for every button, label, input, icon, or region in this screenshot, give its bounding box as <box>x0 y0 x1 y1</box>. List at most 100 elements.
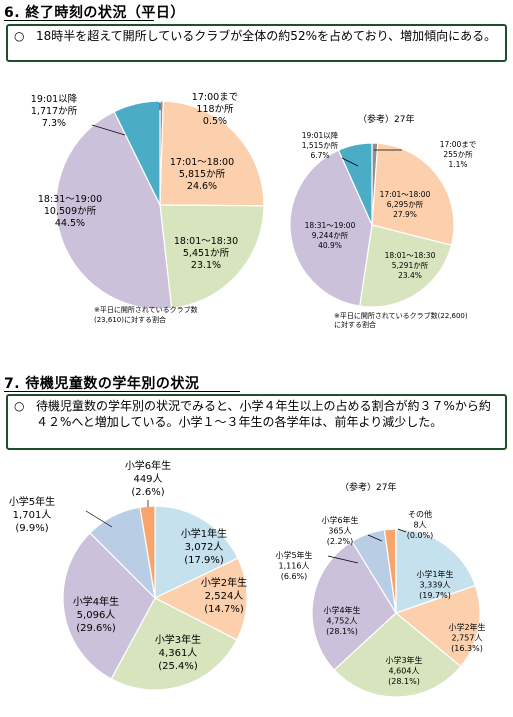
title-underline <box>4 391 240 392</box>
slice-label: 小学6年生 365人(2.2%) <box>321 515 358 546</box>
slice-label-line: 小学2年生 <box>201 576 247 589</box>
chart-2-note-line2: に対する割合 <box>334 321 376 329</box>
slice-label: 小学4年生 5,096人 (29.6%) <box>73 595 119 634</box>
section-7-title: 7. 待機児童数の学年別の状況 <box>4 373 240 393</box>
slice-label-line: 23.4% <box>398 271 422 280</box>
slice-label-line: 小学2年生 <box>448 622 485 632</box>
slice-label: 小学3年生 4,604人(28.1%) <box>385 655 422 686</box>
leader-line <box>91 124 126 136</box>
slice-label-line: 1,701人 <box>13 509 52 521</box>
circle-bullet-icon: ○ <box>14 29 25 43</box>
slice-label-line: 小学5年生 <box>275 550 312 560</box>
slice-label-line: (6.6%) <box>281 572 308 581</box>
pie-slices <box>55 100 265 310</box>
slice-label-line: 17:00まで <box>440 140 477 149</box>
slice-label: 小学3年生 4,361人 (25.4%) <box>155 633 201 672</box>
slice-label-line: その他 <box>408 509 432 519</box>
pie-chart-end-time-current: 17:00まで 118か所 0.5%17:01～18:00 5,815か所 24.6%1… <box>31 92 265 310</box>
slice-label-line: 5,815か所 <box>179 169 226 180</box>
slice-label: 小学5年生 1,116人(6.6%) <box>275 550 312 581</box>
pie-slices <box>311 528 481 698</box>
slice-label-line: 1,717か所 <box>31 106 78 117</box>
slice-label-line: 4,752人 <box>327 617 358 626</box>
slice-label-line: (9.9%) <box>15 523 48 534</box>
slice-label: 小学4年生 4,752人(28.1%) <box>323 605 360 636</box>
slice-label: 19:01以降 1,515か所 6.7% <box>302 130 339 160</box>
slice-label-line: (28.1%) <box>326 627 358 636</box>
pie-slice-4 <box>55 110 173 310</box>
slice-label-line: 小学3年生 <box>155 633 201 646</box>
slice-label: 19:01以降 1,717か所 7.3% <box>31 93 78 129</box>
slice-label-line: (17.9%) <box>184 555 224 566</box>
pie-slice-2 <box>371 142 455 247</box>
slice-label: 小学1年生 3,339人(19.7%) <box>416 569 453 600</box>
slice-label-line: 小学6年生 <box>321 515 358 525</box>
slice-label: 小学1年生 3,072人 (17.9%) <box>181 527 227 566</box>
slice-label-line: 23.1% <box>191 260 221 271</box>
slice-label-line: 18:01～18:30 <box>385 251 436 260</box>
slice-label-line: 1.1% <box>448 160 467 169</box>
slice-label-line: 7.3% <box>42 118 66 129</box>
slice-label-line: 255か所 <box>443 149 473 159</box>
section-6-title: 6. 終了時刻の状況（平日） <box>4 5 185 21</box>
leader-line <box>341 157 359 167</box>
chart-2-title: （参考）27年 <box>358 115 415 125</box>
slice-label-line: 6,295か所 <box>387 199 424 209</box>
pie-slices <box>289 142 455 308</box>
slice-label-line: 5,291か所 <box>392 260 429 270</box>
leader-line <box>327 555 359 564</box>
slice-label: 17:01～18:00 6,295か所 27.9% <box>380 190 431 219</box>
pie-slice-4 <box>311 540 397 671</box>
slice-label-line: 18:01～18:30 <box>174 236 238 247</box>
pie-slice-2 <box>153 557 248 641</box>
slice-label-line: (0.0%) <box>407 531 434 540</box>
slice-label: 小学2年生 2,524人 (14.7%) <box>201 576 247 615</box>
slice-label-line: 17:01～18:00 <box>380 190 431 199</box>
pie-chart-end-time-h27: 17:00まで 255か所 1.1%17:01～18:00 6,295か所 27.9%1… <box>289 130 477 308</box>
slice-label-line: (2.6%) <box>131 487 164 498</box>
slice-label-line: (29.6%) <box>76 623 116 634</box>
slice-label-line: 小学1年生 <box>181 527 227 540</box>
slice-label-line: 小学1年生 <box>416 569 453 579</box>
slice-label-line: 9,244か所 <box>312 230 349 240</box>
slice-label-line: 6.7% <box>310 151 329 160</box>
pie-slice-5 <box>337 142 373 226</box>
pie-chart-waiting-children-h27: 小学1年生 3,339人(19.7%) 小学2年生 2,757人(16.3%) 小学3年… <box>275 509 486 698</box>
pie-slice-6 <box>139 505 156 599</box>
slice-label-line: 19:01以降 <box>31 93 78 105</box>
pie-slice-4 <box>62 532 156 680</box>
section-7-callout: ○ 待機児童数の学年別の状況でみると、小学４年生以上の占める割合が約３７%から約… <box>6 394 507 450</box>
section-6-callout: ○ 18時半を超えて開所しているクラブが全体の約52%を占めており、増加傾向にあ… <box>6 24 507 62</box>
slice-label-line: 8人 <box>413 521 426 530</box>
slice-label: 小学6年生 449人 (2.6%) <box>125 459 171 498</box>
pie-slice-2 <box>159 100 265 207</box>
slice-label: その他 8人(0.0%) <box>407 509 434 540</box>
slice-label-line: 17:00まで <box>192 92 238 103</box>
pie-slice-4 <box>289 149 373 307</box>
callout-text: 待機児童数の学年別の状況でみると、小学４年生以上の占める割合が約３７%から約４２… <box>36 399 491 429</box>
slice-label-line: 44.5% <box>55 218 85 229</box>
chart-note-line2: (23,610)に対する割合 <box>94 316 166 324</box>
pie-slices <box>62 505 248 691</box>
slice-label-line: 3,072人 <box>185 541 224 553</box>
slice-label-line: 小学4年生 <box>323 605 360 615</box>
slice-label-line: 5,451か所 <box>183 248 230 259</box>
leader-line <box>397 528 407 533</box>
slice-label-line: 27.9% <box>393 210 417 219</box>
slice-label-line: (2.2%) <box>327 537 354 546</box>
pie-slice-5 <box>113 100 161 206</box>
circle-bullet-icon: ○ <box>14 399 25 413</box>
slice-label-line: 5,096人 <box>77 609 116 621</box>
slice-label-line: 1,116人 <box>279 562 310 571</box>
slice-label: 小学5年生 1,701人 (9.9%) <box>9 495 55 534</box>
slice-label-line: 小学3年生 <box>385 655 422 665</box>
chart-2-note-line1: ※平日に開所されているクラブ数(22,600) <box>334 312 468 320</box>
slice-label-line: 10,509か所 <box>44 206 97 217</box>
slice-label-line: 2,757人 <box>452 634 483 643</box>
slice-label-line: 3,339人 <box>420 581 451 590</box>
pie-slice-3 <box>359 224 453 308</box>
slice-label: 17:00まで 118か所 0.5% <box>192 92 238 127</box>
slice-label-line: 19:01以降 <box>302 130 339 140</box>
slice-label-line: 17:01～18:00 <box>170 157 234 168</box>
slice-label-line: 118か所 <box>196 104 234 115</box>
